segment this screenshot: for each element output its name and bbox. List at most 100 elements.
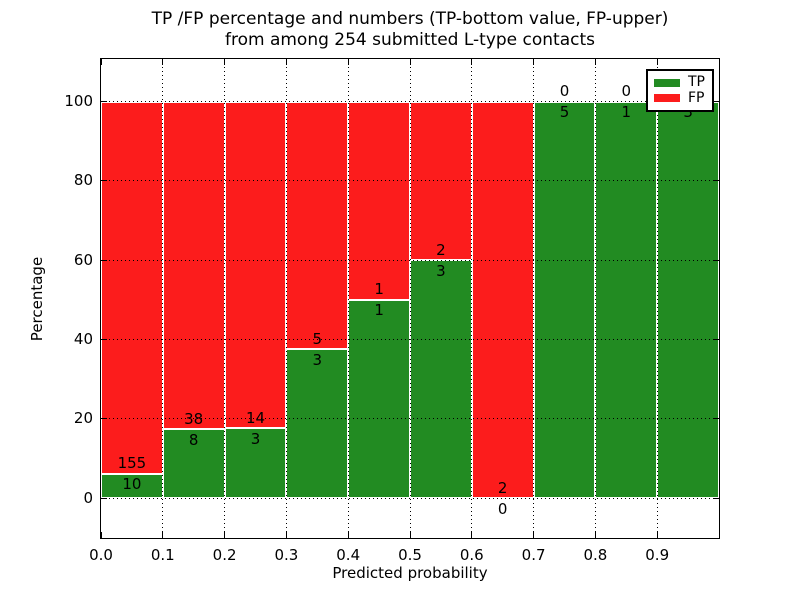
y-axis-tick	[101, 338, 107, 340]
x-axis-tick	[285, 532, 287, 538]
bar-fp-count-label: 1	[374, 280, 384, 299]
bar-tp-segment	[101, 473, 163, 498]
bar-tp-count-label: 3	[436, 261, 446, 280]
bar-tp-segment	[410, 260, 472, 498]
chart-title: TP /FP percentage and numbers (TP-bottom…	[152, 9, 669, 51]
bar-fp-segment	[286, 101, 349, 350]
x-axis-tick	[100, 532, 102, 538]
legend-swatch-tp-icon	[654, 78, 680, 87]
x-axis-top-tick	[285, 59, 287, 65]
x-axis-tick	[533, 532, 535, 538]
x-axis-tick	[656, 532, 658, 538]
x-axis-top-tick	[100, 59, 102, 65]
bar-fp-count-label: 14	[245, 408, 266, 427]
horizontal-gridline	[101, 418, 719, 420]
vertical-gridline	[162, 59, 164, 538]
x-axis-top-tick	[347, 59, 349, 65]
bar-tp-segment	[595, 101, 658, 498]
vertical-gridline	[471, 59, 473, 538]
x-axis-tick	[224, 532, 226, 538]
bar-tp-segment	[286, 349, 349, 498]
x-axis-top-tick	[594, 59, 596, 65]
bar-tp-count-label: 1	[621, 103, 632, 121]
bar-tp-count-label: 8	[188, 430, 199, 449]
vertical-gridline	[285, 59, 287, 538]
legend-item-fp: FP	[654, 89, 706, 106]
plot-area: 15510388143531123200501030.00.10.20.30.4…	[64, 58, 720, 564]
x-axis-tick	[162, 532, 164, 538]
vertical-gridline	[409, 59, 411, 538]
bar-tp-count-label: 3	[250, 429, 261, 448]
bar-fp-count-label: 155	[117, 454, 147, 473]
y-axis-tick	[101, 497, 107, 499]
bar-tp-segment	[657, 101, 719, 498]
x-axis-tick	[594, 532, 596, 538]
horizontal-gridline	[101, 180, 719, 182]
y-axis-right-tick	[713, 180, 719, 182]
legend-item-tp: TP	[654, 75, 706, 90]
x-tick-label: 0.4	[336, 546, 361, 564]
x-tick-label: 0.3	[274, 546, 299, 564]
vertical-gridline	[594, 59, 596, 538]
y-axis-tick	[101, 259, 107, 261]
bar-tp-count-label: 1	[374, 301, 384, 320]
bar-fp-count-label: 38	[184, 409, 204, 428]
bar-fp-segment	[348, 101, 410, 300]
x-tick-label: 0.5	[398, 546, 422, 564]
horizontal-gridline	[101, 259, 719, 261]
y-tick-label: 40	[73, 329, 93, 348]
bar-tp-count-label: 10	[122, 475, 142, 494]
y-axis-tick	[101, 418, 107, 420]
x-tick-label: 0.2	[212, 546, 237, 564]
x-tick-label: 0.7	[521, 546, 546, 564]
y-axis-right-tick	[713, 259, 719, 261]
horizontal-gridline	[101, 101, 719, 102]
x-axis-tick	[409, 532, 411, 538]
y-tick-label: 0	[83, 488, 93, 507]
x-axis-label: Predicted probability	[332, 564, 488, 582]
y-axis-right-tick	[713, 338, 719, 340]
x-axis-top-tick	[162, 59, 164, 65]
bar-fp-count-label: 2	[497, 478, 508, 497]
y-tick-label: 60	[73, 250, 93, 269]
x-tick-label: 0.1	[150, 546, 175, 564]
bar-fp-count-label: 0	[559, 82, 570, 100]
x-axis-top-tick	[533, 59, 535, 65]
x-axis-tick	[347, 532, 349, 538]
x-axis-top-tick	[471, 59, 473, 65]
vertical-gridline	[533, 59, 535, 538]
vertical-gridline	[224, 59, 226, 538]
bar-tp-count-label: 5	[559, 103, 570, 121]
x-tick-label: 0.9	[645, 546, 670, 564]
y-axis-tick	[101, 180, 107, 182]
bar-fp-count-label: 0	[621, 82, 632, 100]
y-axis-right-tick	[713, 101, 719, 102]
y-axis-right-tick	[713, 418, 719, 420]
y-tick-label: 20	[73, 409, 93, 428]
x-tick-label: 0.8	[583, 546, 608, 564]
bar-fp-segment	[224, 101, 287, 429]
bar-tp-count-label: 3	[683, 103, 693, 121]
bar-fp-segment	[471, 101, 534, 498]
legend-label-tp: TP	[688, 74, 705, 91]
legend: TP FP	[646, 69, 714, 112]
legend-swatch-fp-icon	[654, 94, 680, 103]
y-axis-tick	[101, 101, 107, 102]
horizontal-gridline	[101, 338, 719, 340]
y-tick-label: 100	[64, 92, 93, 110]
y-axis-right-tick	[713, 497, 719, 499]
horizontal-gridline	[101, 497, 719, 499]
x-axis-tick	[471, 532, 473, 538]
x-axis-top-tick	[656, 59, 658, 65]
bar-tp-count-label: 3	[312, 350, 323, 369]
bar-fp-count-label: 5	[312, 329, 323, 348]
chart-title-line2: from among 254 submitted L-type contacts	[224, 30, 596, 50]
bar-tp-segment	[533, 101, 596, 498]
chart-title-line1: TP /FP percentage and numbers (TP-bottom…	[151, 9, 669, 29]
legend-label-fp: FP	[688, 89, 705, 106]
y-axis-label: Percentage	[28, 256, 46, 342]
y-tick-label: 80	[73, 171, 93, 190]
bar-tp-count-label: 0	[497, 499, 508, 518]
x-axis-top-tick	[224, 59, 226, 65]
bar-fp-segment	[101, 101, 163, 474]
